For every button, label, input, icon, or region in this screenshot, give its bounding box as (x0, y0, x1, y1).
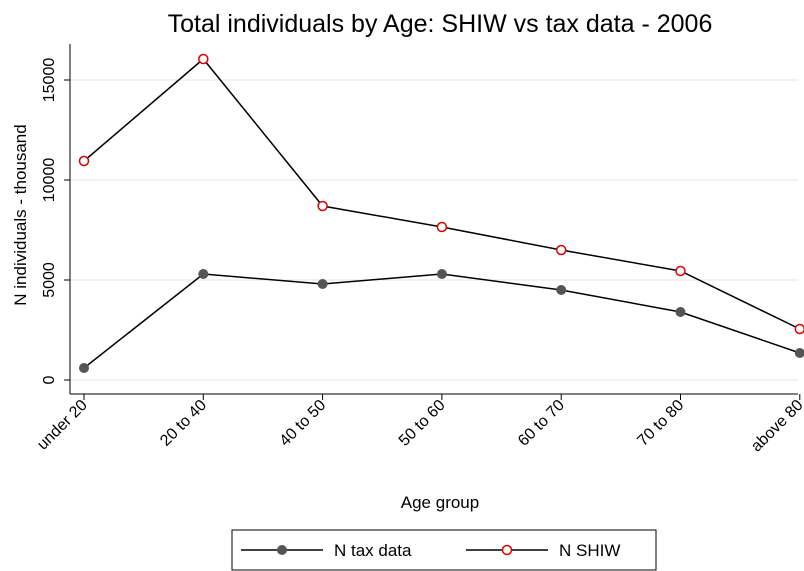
y-tick-label: 15000 (41, 58, 58, 103)
data-point (78, 155, 90, 167)
data-point (675, 265, 686, 277)
data-point (556, 285, 567, 295)
data-point (198, 269, 209, 279)
y-axis-label: N individuals - thousand (11, 124, 30, 305)
x-axis-label: Age group (401, 493, 479, 512)
data-point (794, 348, 804, 358)
legend-marker (501, 544, 513, 556)
series-layer (78, 53, 804, 373)
data-point (198, 53, 209, 65)
legend-label: N SHIW (559, 541, 620, 560)
data-point (555, 244, 567, 256)
data-point (436, 269, 447, 279)
legend-marker (277, 545, 287, 555)
data-point (436, 221, 448, 233)
data-point (675, 307, 686, 317)
data-point (317, 279, 328, 289)
y-tick-label: 5000 (41, 262, 58, 298)
gridlines (70, 79, 798, 381)
legend: N tax data N SHIW (231, 529, 657, 571)
chart-title: Total individuals by Age: SHIW vs tax da… (168, 10, 713, 38)
data-point (794, 323, 804, 335)
legend-label: N tax data (334, 541, 412, 560)
y-tick-label: 10000 (41, 158, 58, 203)
data-point (79, 363, 89, 373)
data-point (317, 200, 328, 212)
y-tick-label: 0 (41, 375, 58, 384)
